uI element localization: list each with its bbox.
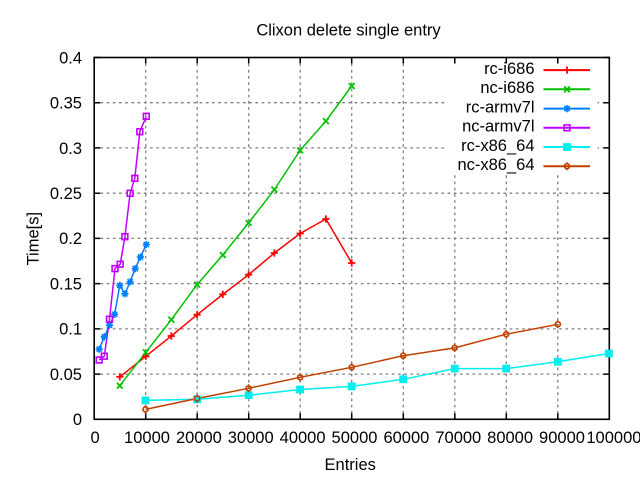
svg-text:rc-i686: rc-i686: [484, 60, 534, 78]
svg-text:nc-i686: nc-i686: [480, 79, 534, 97]
svg-text:0: 0: [73, 411, 82, 429]
svg-text:30000: 30000: [228, 429, 274, 447]
svg-text:rc-armv7l: rc-armv7l: [466, 98, 535, 116]
svg-text:Clixon delete single entry: Clixon delete single entry: [256, 22, 441, 40]
svg-text:0.3: 0.3: [59, 140, 82, 158]
svg-text:90000: 90000: [539, 429, 585, 447]
svg-text:40000: 40000: [280, 429, 326, 447]
svg-text:nc-armv7l: nc-armv7l: [462, 118, 534, 136]
svg-text:80000: 80000: [487, 429, 533, 447]
svg-text:0.25: 0.25: [50, 185, 82, 203]
svg-text:nc-x86_64: nc-x86_64: [457, 156, 534, 174]
svg-text:0.4: 0.4: [59, 49, 82, 67]
svg-text:0: 0: [91, 429, 100, 447]
svg-text:0.1: 0.1: [59, 321, 82, 339]
svg-text:rc-x86_64: rc-x86_64: [461, 137, 534, 155]
svg-text:0.15: 0.15: [50, 275, 82, 293]
svg-text:Time[s]: Time[s]: [25, 212, 43, 265]
svg-text:20000: 20000: [176, 429, 222, 447]
svg-text:100000: 100000: [586, 429, 640, 447]
svg-text:60000: 60000: [383, 429, 429, 447]
svg-text:70000: 70000: [435, 429, 481, 447]
svg-text:0.05: 0.05: [50, 366, 82, 384]
svg-text:Entries: Entries: [325, 456, 376, 474]
svg-text:10000: 10000: [124, 429, 170, 447]
svg-text:50000: 50000: [332, 429, 378, 447]
svg-text:0.35: 0.35: [50, 95, 82, 113]
svg-text:0.2: 0.2: [59, 230, 82, 248]
